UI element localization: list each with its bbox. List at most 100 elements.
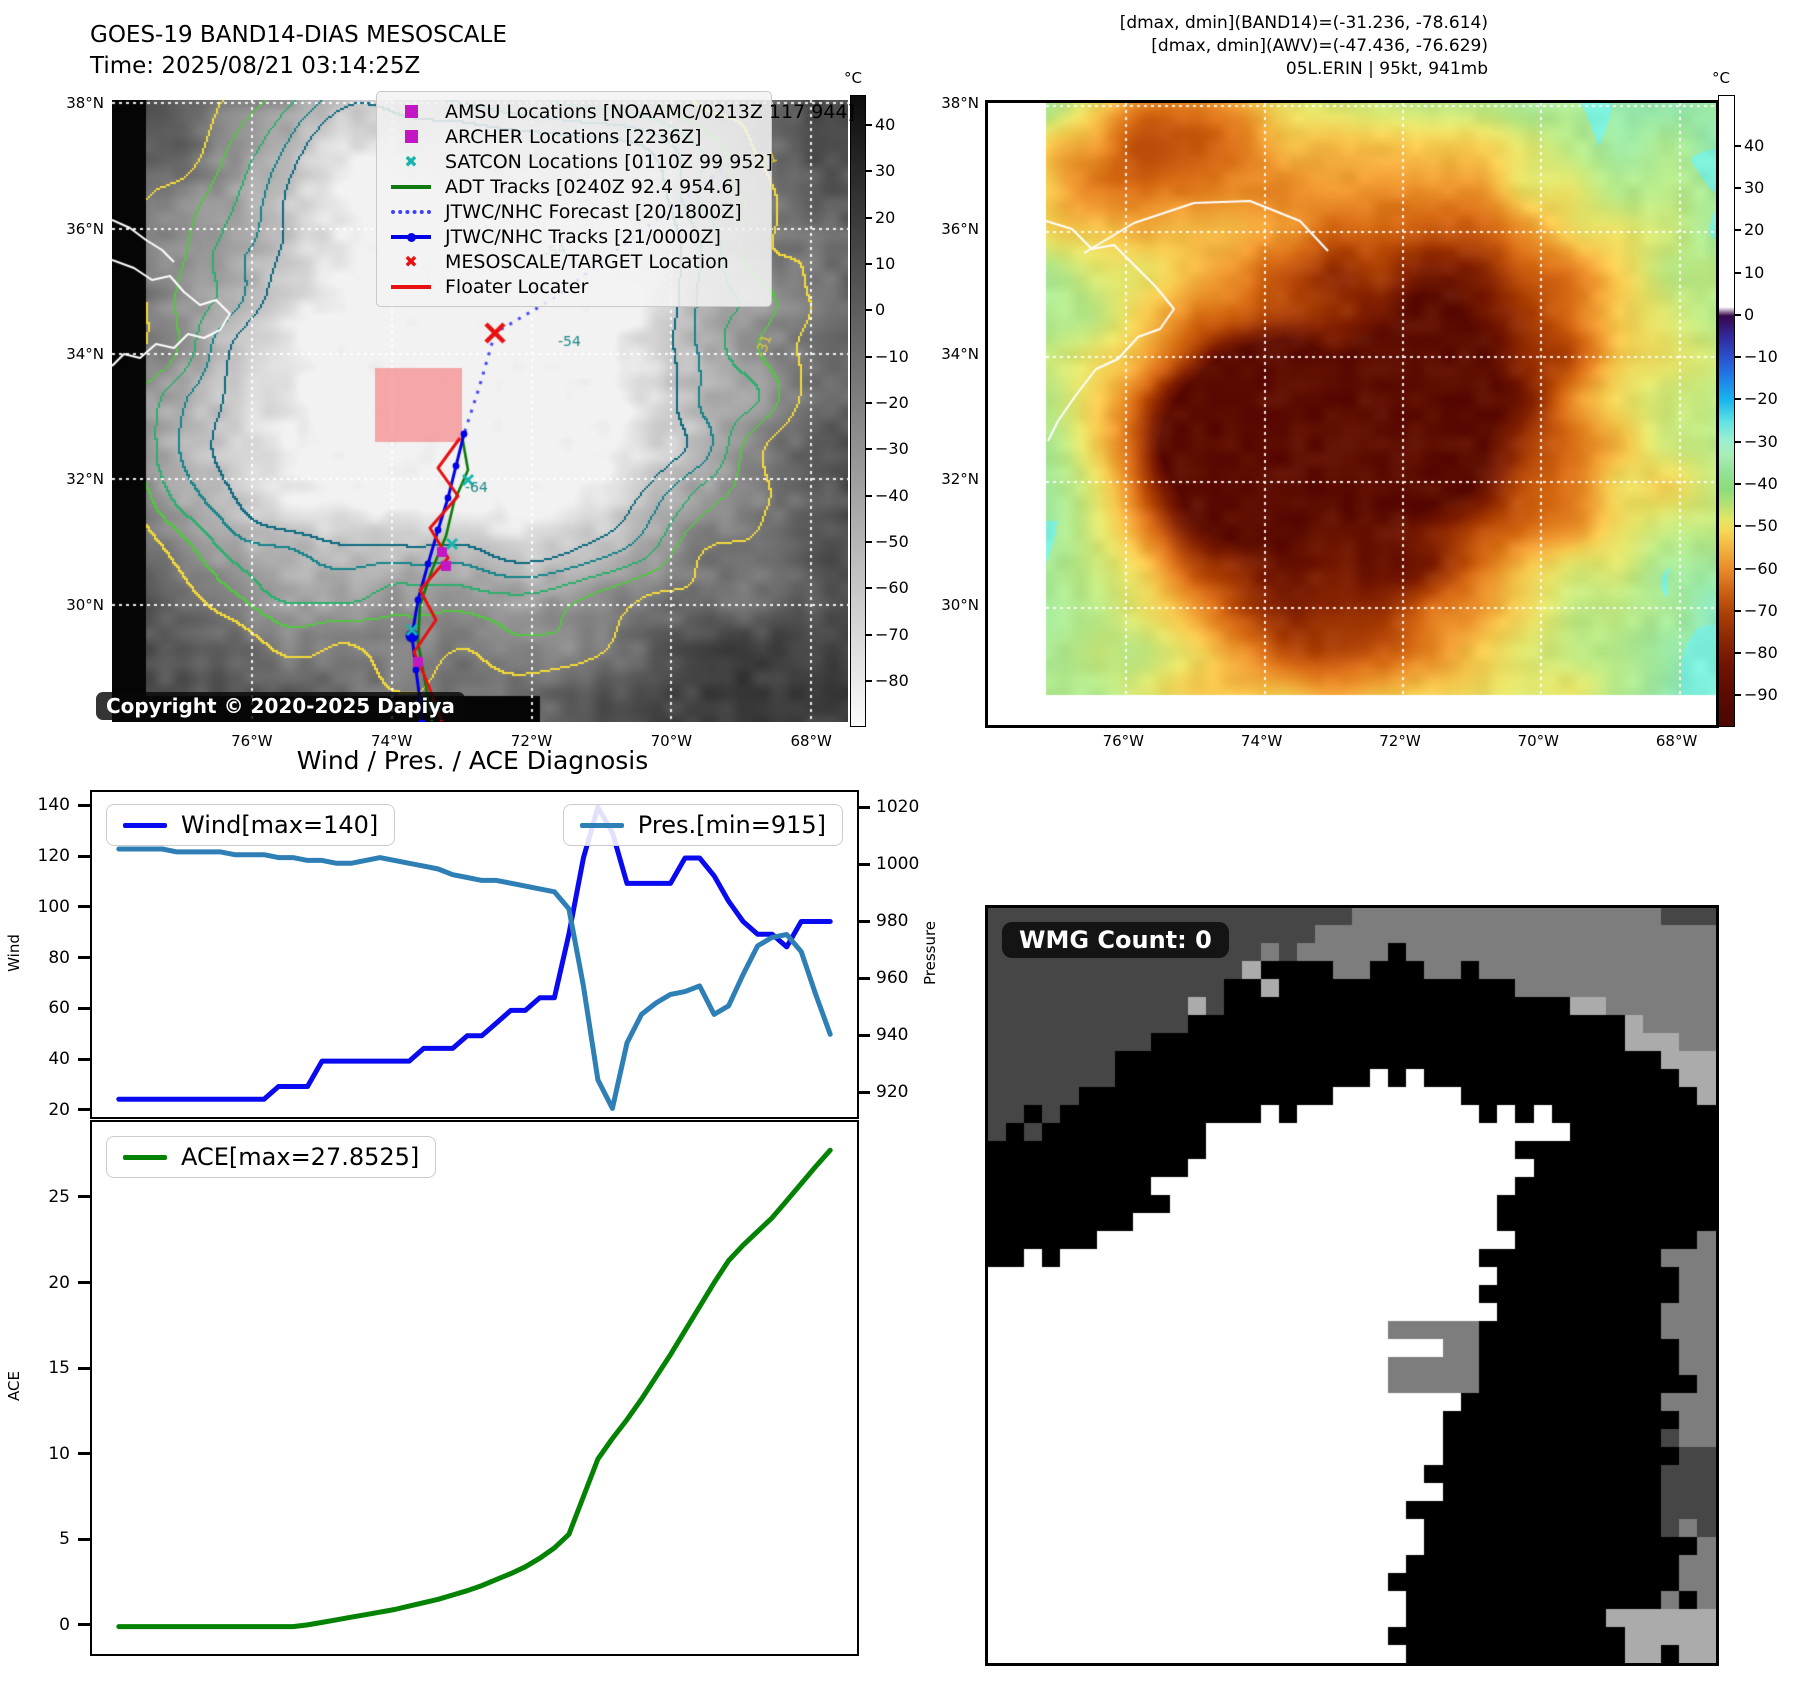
aceChart-ylabel: ACE <box>5 1371 23 1401</box>
pres.-series-line <box>116 846 833 1111</box>
left-colorbar-tick: −20 <box>875 393 909 413</box>
right-map-x-tick: 70°W <box>1517 732 1559 750</box>
windChart-ytick-r: 1000 <box>876 854 920 875</box>
line-marker-icon <box>389 232 433 242</box>
windChart-ytickmark <box>78 854 90 858</box>
windChart-ytickmark-r <box>858 1090 870 1094</box>
legend-line-swatch <box>123 822 167 828</box>
windChart-ytickmark <box>78 803 90 807</box>
right-colorbar-tick: 30 <box>1744 178 1765 198</box>
left-colorbar-tickmark <box>865 541 872 544</box>
left-colorbar-tickmark <box>865 170 872 173</box>
left-colorbar-tick: −10 <box>875 346 909 366</box>
windChart-ytick: 20 <box>48 1099 70 1120</box>
left-map-y-tick: 38°N <box>66 94 104 113</box>
line-dot <box>391 232 431 242</box>
right-map-x-tick: 72°W <box>1379 732 1421 750</box>
right-colorbar-tick: −50 <box>1744 516 1778 536</box>
header-info-block: [dmax, dmin](BAND14)=(-31.236, -78.614) … <box>1120 12 1488 81</box>
windChart-ytickmark-r <box>858 1033 870 1037</box>
left-colorbar-tick: 20 <box>875 207 896 227</box>
legend-label: Pres.[min=915] <box>637 811 826 839</box>
left-colorbar-tickmark <box>865 633 872 636</box>
left-map-y-tick: 30°N <box>66 596 104 615</box>
page-title: GOES-19 BAND14-DIAS MESOSCALE <box>90 22 507 48</box>
left-colorbar-tick: 0 <box>875 300 886 320</box>
right-map-y-tick: 30°N <box>941 596 979 615</box>
windChart-ytickmark-r <box>858 805 870 809</box>
windChart-ytick-r: 920 <box>876 1082 909 1103</box>
aceChart-ytick: 10 <box>48 1443 70 1464</box>
windChart-ylabel: Wind <box>5 933 23 972</box>
square-marker-icon <box>389 130 433 143</box>
left-map-x-tick: 76°W <box>231 732 273 750</box>
right-colorbar-tickmark <box>1734 694 1741 697</box>
aceChart-ytickmark <box>78 1452 90 1456</box>
map-legend-item: AMSU Locations [NOAAMC/0213Z 117 944] <box>389 99 855 124</box>
legend-line-swatch <box>579 822 624 828</box>
right-map-y-tick: 34°N <box>941 344 979 363</box>
windChart-ytick: 100 <box>37 896 70 917</box>
left-colorbar-tickmark <box>865 263 872 266</box>
x-glyph: ✖ <box>404 251 418 271</box>
windChart-ytick: 140 <box>37 795 70 816</box>
right-colorbar-tick: −10 <box>1744 347 1778 367</box>
right-map-x-tick: 74°W <box>1240 732 1283 750</box>
left-map-y-tick: 32°N <box>66 470 104 489</box>
map-legend: AMSU Locations [NOAAMC/0213Z 117 944] ARC… <box>376 91 855 307</box>
right-colorbar-tickmark <box>1734 567 1741 570</box>
map-legend-label: ADT Tracks [0240Z 92.4 954.6] <box>445 175 741 198</box>
left-colorbar-tickmark <box>865 355 872 358</box>
line <box>391 284 431 289</box>
wind-pressure-chart: Wind[max=140] Pres.[min=915] <box>90 790 859 1119</box>
dotted-line <box>391 209 431 214</box>
aceChart-ytick: 5 <box>59 1529 70 1550</box>
windChart-ytick: 120 <box>37 846 70 867</box>
left-colorbar-tick: 10 <box>875 254 896 274</box>
right-colorbar-tick: −40 <box>1744 473 1778 493</box>
aceChart-legend: ACE[max=27.8525] <box>106 1136 437 1178</box>
square-marker-icon <box>389 105 433 118</box>
windChart-ytick-r: 940 <box>876 1025 909 1046</box>
left-map-x-tick: 72°W <box>510 732 553 750</box>
aceChart-ytickmark <box>78 1195 90 1199</box>
windChart-legend: Wind[max=140] <box>106 804 396 846</box>
left-colorbar-tick: −50 <box>875 532 909 552</box>
right-colorbar-tick: −70 <box>1744 600 1778 620</box>
map-legend-item: ARCHER Locations [2236Z] <box>389 124 761 149</box>
right-colorbar-tickmark <box>1734 229 1741 232</box>
windChart-ytickmark-r <box>858 919 870 923</box>
aceChart-ytickmark <box>78 1281 90 1284</box>
right-colorbar-tickmark <box>1734 609 1741 612</box>
line <box>391 184 431 189</box>
windChart-ylabel-r: Pressure <box>921 920 939 985</box>
storm-status-readout: 05L.ERIN | 95kt, 941mb <box>1285 59 1488 79</box>
right-colorbar-tick: −20 <box>1744 389 1778 409</box>
map-legend-label: ARCHER Locations [2236Z] <box>445 125 702 148</box>
windChart-ytickmark <box>78 905 90 909</box>
windChart-ytick-r: 1020 <box>876 797 920 818</box>
map-legend-label: JTWC/NHC Forecast [20/1800Z] <box>445 200 742 223</box>
legend-line-swatch <box>123 1154 167 1160</box>
swatch <box>404 130 418 143</box>
map-legend-item: JTWC/NHC Tracks [21/0000Z] <box>389 224 761 249</box>
left-colorbar-tickmark <box>865 494 872 497</box>
aceChart-svg <box>116 1147 833 1630</box>
map-legend-label: SATCON Locations [0110Z 99 952] <box>445 150 773 173</box>
x-marker-icon: ✖ <box>389 251 433 271</box>
wind-series-line <box>116 804 833 1102</box>
dmax-awv-readout: [dmax, dmin](AWV)=(-47.436, -76.629) <box>1151 36 1488 56</box>
aceChart-ytick: 0 <box>59 1614 70 1635</box>
left-map-y-tick: 34°N <box>66 344 104 363</box>
map-legend-item: Floater Locater <box>389 274 761 299</box>
map-legend-label: JTWC/NHC Tracks [21/0000Z] <box>445 225 721 248</box>
right-colorbar-tick: 20 <box>1744 220 1765 240</box>
windChart-ytickmark <box>78 1006 90 1010</box>
wmg-count-badge: WMG Count: 0 <box>1002 922 1229 958</box>
windChart-ytick-r: 980 <box>876 911 909 932</box>
left-colorbar-tickmark <box>865 309 872 312</box>
left-colorbar-tickmark <box>865 402 872 405</box>
right-colorbar-tick: 0 <box>1744 304 1755 324</box>
right-colorbar-tickmark <box>1734 482 1741 485</box>
